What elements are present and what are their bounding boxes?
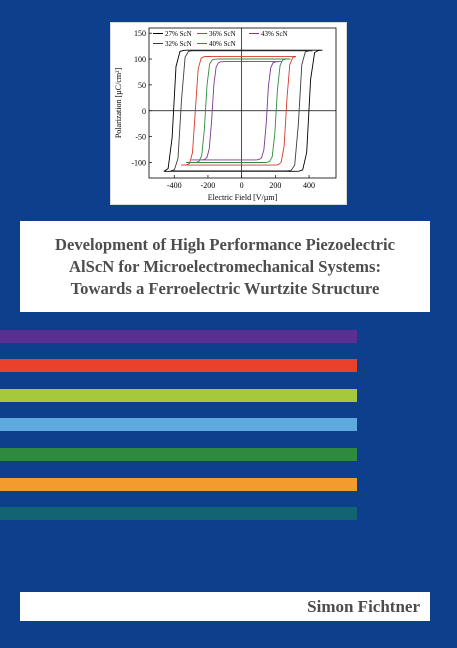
loop-40-scn xyxy=(186,58,291,163)
legend-label: 36% ScN xyxy=(209,30,236,38)
loop-27-scn xyxy=(163,49,323,172)
stripe-teal xyxy=(0,507,357,520)
x-tick-label: 0 xyxy=(240,181,244,190)
x-tick-label: 400 xyxy=(303,181,315,190)
stripe-green xyxy=(0,448,357,461)
legend-label: 27% ScN xyxy=(165,30,192,38)
stripe-light-blue xyxy=(0,418,357,431)
stripe-lime xyxy=(0,389,357,402)
x-tick-label: -400 xyxy=(167,181,182,190)
y-tick-label: -50 xyxy=(135,133,146,142)
legend-label: 32% ScN xyxy=(165,40,192,48)
plot-frame xyxy=(148,27,337,179)
y-tick-label: 100 xyxy=(134,55,146,64)
y-tick-label: 150 xyxy=(134,29,146,38)
loop-36-scn xyxy=(180,55,297,166)
hysteresis-chart-svg: -400 -200 0 200 400 -100 -50 0 50 100 150 Electric … xyxy=(114,27,337,202)
y-tick-label: -100 xyxy=(131,158,146,167)
stripe-red xyxy=(0,359,357,372)
author-box: Simon Fichtner xyxy=(20,592,430,621)
y-axis-label: Polarization [µC/cm²] xyxy=(114,68,123,139)
book-title: Development of High Performance Piezoele… xyxy=(49,234,401,300)
stripe-orange xyxy=(0,478,357,491)
legend-label: 40% ScN xyxy=(209,40,236,48)
x-tick-label: -200 xyxy=(201,181,216,190)
y-tick-label: 0 xyxy=(142,107,146,116)
title-line-3: Towards a Ferroelectric Wurtzite Structu… xyxy=(70,278,380,298)
legend-label: 43% ScN xyxy=(261,30,288,38)
loop-32-scn xyxy=(170,50,313,172)
hysteresis-chart: -400 -200 0 200 400 -100 -50 0 50 100 150 Electric … xyxy=(110,22,347,205)
x-tick-label: 200 xyxy=(269,181,281,190)
loop-43-scn xyxy=(191,61,283,161)
title-box: Development of High Performance Piezoele… xyxy=(20,221,430,312)
title-line-2: AlScN for Microelectromechanical Systems… xyxy=(69,256,381,276)
x-axis-label: Electric Field [V/µm] xyxy=(208,193,278,202)
stripe-purple xyxy=(0,330,357,343)
title-line-1: Development of High Performance Piezoele… xyxy=(54,234,396,254)
author-name: Simon Fichtner xyxy=(307,596,420,616)
y-tick-label: 50 xyxy=(138,81,146,90)
